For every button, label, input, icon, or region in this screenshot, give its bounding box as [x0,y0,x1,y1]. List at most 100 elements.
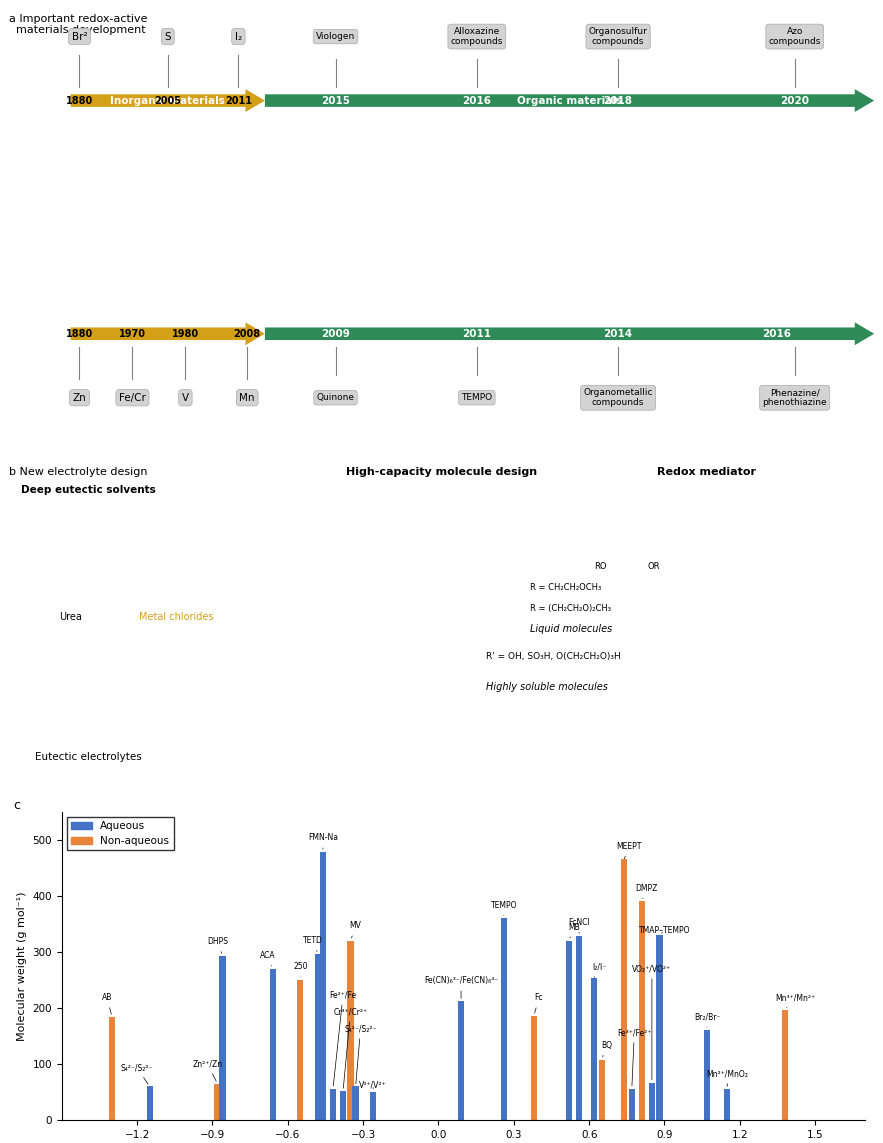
Bar [352,1087,358,1120]
Text: Deep eutectic solvents: Deep eutectic solvents [21,485,155,495]
Text: BQ: BQ [601,1041,612,1057]
Text: 250: 250 [293,962,307,977]
Bar [109,1017,115,1120]
Text: VO₂⁺/VO²⁺: VO₂⁺/VO²⁺ [632,965,671,1080]
Text: 1880: 1880 [66,329,93,338]
Bar [347,941,354,1120]
Text: Alloxazine
compounds: Alloxazine compounds [450,27,503,46]
Text: 1970: 1970 [119,329,146,338]
Text: Fc: Fc [534,993,543,1013]
Text: 2015: 2015 [321,96,350,105]
Text: V: V [182,393,189,402]
Text: V³⁺/V²⁺: V³⁺/V²⁺ [359,1080,387,1089]
Text: TETD: TETD [303,936,323,951]
Bar [629,1089,635,1120]
Bar [501,918,507,1120]
Bar [638,902,645,1120]
Text: 2008: 2008 [234,329,260,338]
Text: Viologen: Viologen [316,32,355,41]
Bar [704,1030,710,1120]
Text: Mn²⁺/MnO₂: Mn²⁺/MnO₂ [706,1069,748,1087]
Text: R = (CH₂CH₂O)₂CH₃: R = (CH₂CH₂O)₂CH₃ [530,604,611,613]
Bar [656,935,662,1120]
Text: Phenazine/
phenothiazine: Phenazine/ phenothiazine [762,389,827,407]
Bar [576,936,582,1120]
Text: Organic materials: Organic materials [517,96,623,105]
Text: DHPS: DHPS [207,937,228,953]
Text: I₂/I⁻: I₂/I⁻ [592,962,607,977]
Text: MEEPT: MEEPT [616,841,642,858]
Text: Azo
compounds: Azo compounds [768,27,821,46]
Y-axis label: Molecular weight (g mol⁻¹): Molecular weight (g mol⁻¹) [17,892,26,1040]
Text: Zn: Zn [72,393,87,402]
Legend: Aqueous, Non-aqueous: Aqueous, Non-aqueous [67,817,174,850]
Text: a Important redox-active
  materials development: a Important redox-active materials devel… [9,14,147,35]
Bar [298,980,304,1120]
Text: TEMPO: TEMPO [461,393,493,402]
FancyArrow shape [71,89,265,112]
Text: MV: MV [350,921,361,938]
Text: 2018: 2018 [604,96,632,105]
Text: MB: MB [568,922,580,938]
Bar [315,954,321,1120]
Text: RO: RO [594,562,607,572]
Text: 1980: 1980 [172,329,199,338]
Text: Organosulfur
compounds: Organosulfur compounds [589,27,647,46]
Text: Mn: Mn [239,393,255,402]
Text: 2011: 2011 [463,329,491,338]
Text: 1880: 1880 [66,96,93,105]
Bar [370,1092,376,1120]
Text: c: c [13,799,20,813]
Bar [566,941,572,1120]
Text: Highly soluble molecules: Highly soluble molecules [486,682,608,692]
Text: AB: AB [102,993,112,1014]
Bar [215,1084,221,1120]
Bar [340,1090,346,1120]
Text: Organometallic
compounds: Organometallic compounds [584,389,653,407]
Bar [320,852,326,1120]
Text: S₄²⁻/S₂²⁻: S₄²⁻/S₂²⁻ [344,1024,377,1084]
Bar [219,956,226,1120]
Text: R = CH₂CH₂OCH₃: R = CH₂CH₂OCH₃ [530,583,601,592]
Bar [724,1089,730,1120]
Bar [147,1087,153,1120]
Text: Inorganic materials: Inorganic materials [110,96,225,105]
FancyArrow shape [265,322,874,345]
Text: I₂: I₂ [235,32,242,41]
Bar [599,1060,605,1120]
Text: TMAP–TEMPO: TMAP–TEMPO [638,926,691,935]
Text: Fe²⁺/Fe: Fe²⁺/Fe [329,991,357,1086]
Text: Urea: Urea [59,612,82,622]
FancyArrow shape [265,89,874,112]
Bar [269,968,275,1120]
Text: 2016: 2016 [763,329,791,338]
Text: 2020: 2020 [781,96,809,105]
Text: Br²: Br² [72,32,87,41]
Text: Redox mediator: Redox mediator [657,467,756,478]
Bar [330,1089,336,1120]
Bar [531,1016,537,1120]
Bar [458,1001,464,1120]
Text: Liquid molecules: Liquid molecules [530,624,612,633]
FancyArrow shape [71,322,265,345]
Text: R' = OH, SO₃H, O(CH₂CH₂O)₃H: R' = OH, SO₃H, O(CH₂CH₂O)₃H [486,652,621,661]
Text: Eutectic electrolytes: Eutectic electrolytes [35,752,141,762]
Text: ACA: ACA [260,951,275,966]
Text: S: S [164,32,171,41]
Text: Zn²⁺/Zn: Zn²⁺/Zn [192,1060,223,1081]
Text: Fe/Cr: Fe/Cr [119,393,146,402]
Text: DMPZ: DMPZ [636,884,658,898]
Text: S₄²⁻/S₂²⁻: S₄²⁻/S₂²⁻ [121,1063,154,1085]
Text: Metal chlorides: Metal chlorides [140,612,214,622]
Text: FMN-Na: FMN-Na [308,833,338,849]
Text: b New electrolyte design: b New electrolyte design [9,467,147,478]
Bar [649,1082,655,1120]
Bar [591,977,597,1120]
Text: Mn³⁺/Mn²⁺: Mn³⁺/Mn²⁺ [775,993,815,1007]
Bar [781,1009,789,1120]
Text: Fe³⁺/Fe²⁺: Fe³⁺/Fe²⁺ [617,1028,652,1086]
Text: Fe(CN)₆³⁻/Fe(CN)₆⁴⁻: Fe(CN)₆³⁻/Fe(CN)₆⁴⁻ [424,976,498,998]
Text: FcNCl: FcNCl [568,918,590,934]
Text: TEMPO: TEMPO [490,901,517,916]
Text: Quinone: Quinone [316,393,355,402]
